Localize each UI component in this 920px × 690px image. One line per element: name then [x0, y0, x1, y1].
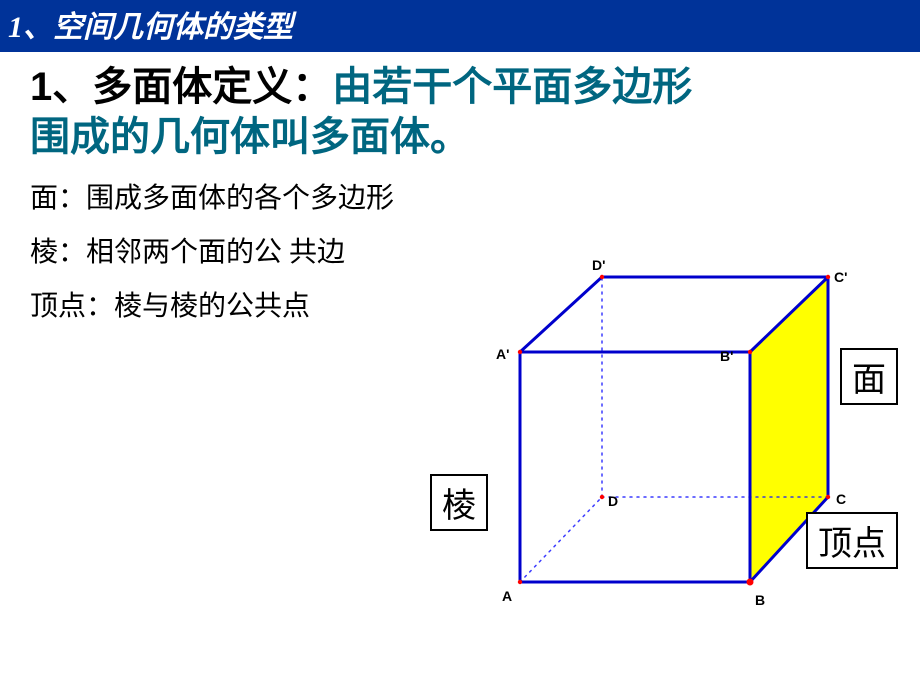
vertex-label-Cp: C'	[834, 269, 847, 285]
definition-line: 1、多面体定义：由若干个平面多边形 围成的几何体叫多面体。	[30, 62, 890, 162]
cube-diagram: 面 棱 顶点 A B C D A' B' C' D'	[420, 252, 900, 672]
definition-body-1: 由若干个平面多边形	[332, 65, 692, 109]
vertex-label-A: A	[502, 588, 512, 604]
vertex-label-B: B	[755, 592, 765, 608]
vertex-label-D: D	[608, 493, 618, 509]
vertex-label-Dp: D'	[592, 257, 605, 273]
vertex-label-Bp: B'	[720, 348, 733, 364]
subdef-face: 面：围成多面体的各个多边形	[30, 176, 890, 216]
definition-label: 1、多面体定义：	[30, 65, 332, 109]
label-box-face: 面	[840, 348, 898, 405]
label-box-edge: 棱	[430, 474, 488, 531]
label-box-vertex: 顶点	[806, 512, 898, 569]
cube-svg	[420, 252, 900, 672]
vertex-label-Ap: A'	[496, 346, 509, 362]
header-bar: 1、空间几何体的类型	[0, 0, 920, 52]
definition-body-2: 围成的几何体叫多面体。	[30, 115, 470, 159]
header-title: 1、空间几何体的类型	[8, 11, 293, 44]
vertex-label-C: C	[836, 491, 846, 507]
